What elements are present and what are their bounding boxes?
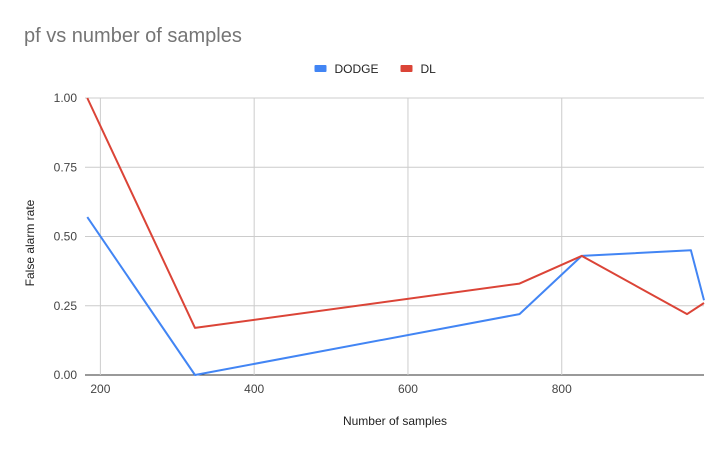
legend-item-dodge[interactable]: DODGE bbox=[314, 62, 379, 76]
y-tick-label: 0.50 bbox=[54, 230, 78, 244]
x-tick-label: 800 bbox=[552, 382, 572, 396]
legend-item-dl[interactable]: DL bbox=[400, 62, 437, 76]
legend-swatch bbox=[400, 65, 413, 72]
legend-label: DODGE bbox=[335, 62, 379, 76]
x-axis-label: Number of samples bbox=[343, 414, 447, 428]
gridlines bbox=[85, 97, 704, 376]
series-layer bbox=[86, 97, 705, 376]
y-tick-label: 0.25 bbox=[54, 299, 78, 313]
chart-title: pf vs number of samples bbox=[24, 25, 242, 47]
legend-swatch bbox=[314, 65, 327, 72]
y-tick-label: 1.00 bbox=[54, 91, 78, 105]
series-line-dl bbox=[86, 97, 705, 329]
y-axis-ticks: 0.00 0.25 0.50 0.75 1.00 bbox=[54, 91, 78, 382]
x-tick-label: 600 bbox=[398, 382, 418, 396]
series-line-dodge bbox=[86, 216, 705, 376]
y-tick-label: 0.00 bbox=[54, 368, 78, 382]
x-tick-label: 400 bbox=[244, 382, 264, 396]
y-tick-label: 0.75 bbox=[54, 160, 78, 174]
legend-label: DL bbox=[421, 62, 437, 76]
y-axis-label: False alarm rate bbox=[23, 199, 37, 286]
x-axis-ticks: 200 400 600 800 bbox=[90, 382, 572, 396]
legend[interactable]: DODGE DL bbox=[314, 62, 437, 76]
x-tick-label: 200 bbox=[90, 382, 110, 396]
